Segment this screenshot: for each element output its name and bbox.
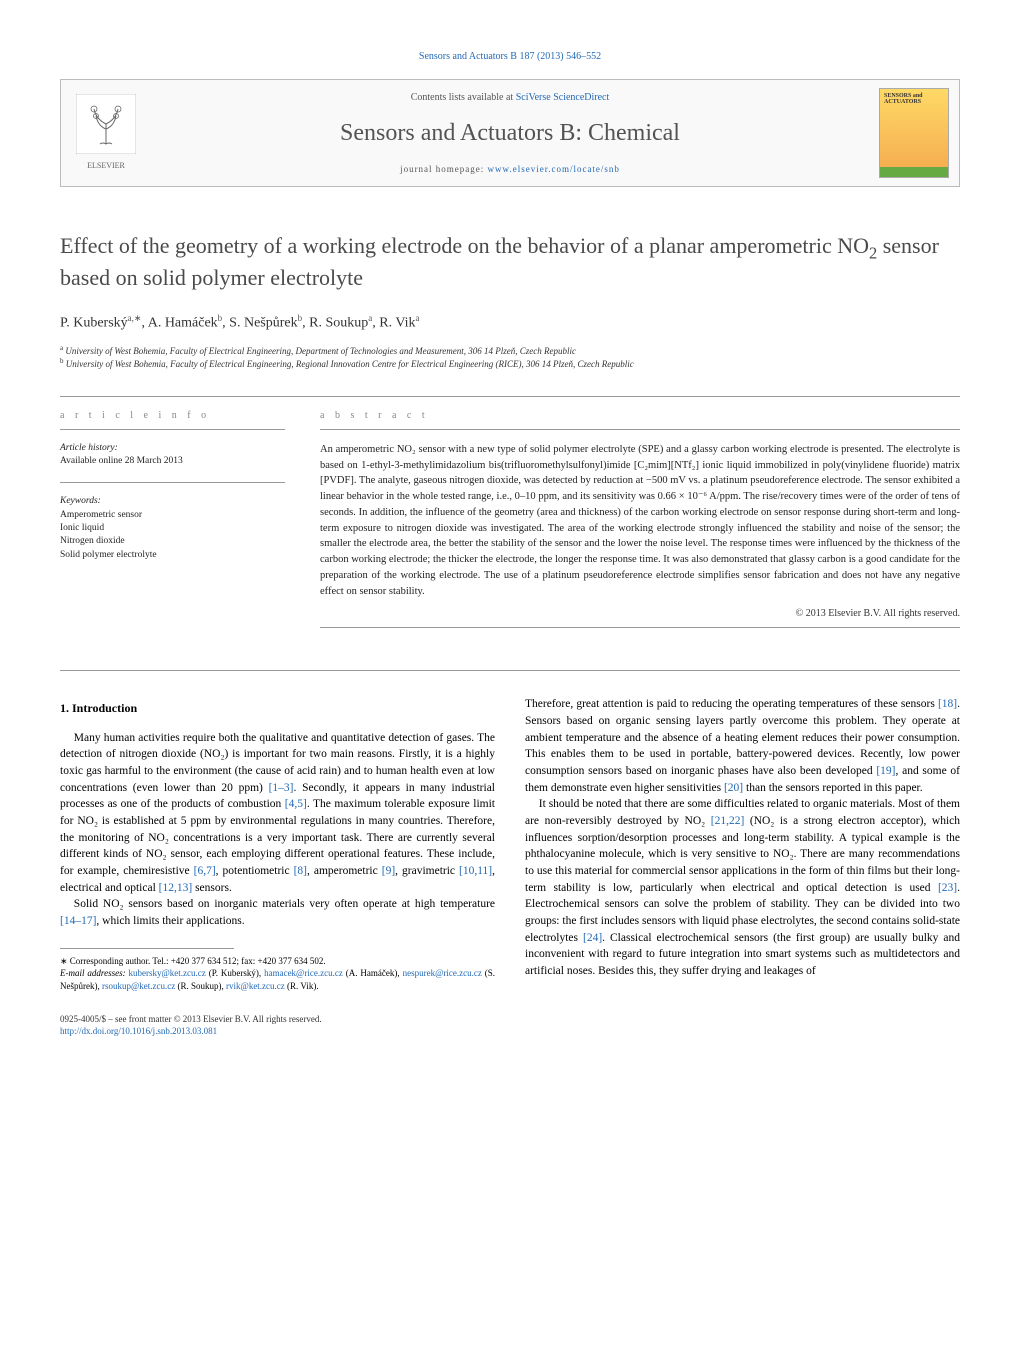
email-3[interactable]: rsoukup@ket.zcu.cz — [102, 981, 175, 991]
aff-mark-a: a — [60, 344, 63, 352]
author-3-aff: a — [368, 313, 372, 323]
abstract-column: a b s t r a c t An amperometric NO₂ sens… — [320, 409, 960, 641]
affiliation-list: a University of West Bohemia, Faculty of… — [60, 344, 960, 371]
email-label: E-mail addresses: — [60, 968, 129, 978]
citation-link[interactable]: [14–17] — [60, 915, 96, 927]
header-citation: Sensors and Actuators B 187 (2013) 546–5… — [60, 50, 960, 64]
keyword-3: Solid polymer electrolyte — [60, 549, 285, 562]
email-2[interactable]: nespurek@rice.zcu.cz — [403, 968, 482, 978]
divider-abs-2 — [320, 627, 960, 628]
body-p2: Solid NO₂ sensors based on inorganic mat… — [60, 896, 495, 929]
citation-link[interactable]: [12,13] — [159, 882, 193, 894]
author-list: P. Kuberskýa,∗, A. Hamáčekb, S. Nešpůrek… — [60, 312, 960, 333]
cover-label: SENSORS and ACTUATORS — [884, 93, 944, 105]
body-two-column: 1. Introduction Many human activities re… — [60, 696, 960, 1037]
contents-prefix: Contents lists available at — [411, 92, 516, 103]
email-4-who: (R. Vik). — [287, 981, 319, 991]
footnotes-block: ∗ Corresponding author. Tel.: +420 377 6… — [60, 955, 495, 993]
title-subscript: 2 — [869, 243, 877, 262]
author-0: P. Kuberský — [60, 316, 128, 331]
divider-info-2 — [60, 482, 285, 483]
citation-link[interactable]: [6,7] — [194, 865, 216, 877]
journal-homepage-line: journal homepage: www.elsevier.com/locat… — [400, 163, 620, 176]
publisher-name: ELSEVIER — [87, 160, 125, 171]
citation-link[interactable]: [8] — [294, 865, 307, 877]
author-3: R. Soukup — [309, 316, 368, 331]
author-0-corr: ∗ — [134, 313, 142, 323]
email-0-who: (P. Kuberský) — [209, 968, 259, 978]
email-1-who: (A. Hamáček) — [346, 968, 398, 978]
doi-link[interactable]: http://dx.doi.org/10.1016/j.snb.2013.03.… — [60, 1026, 217, 1036]
author-1-aff: b — [218, 313, 223, 323]
citation-link[interactable]: [9] — [382, 865, 395, 877]
title-pre: Effect of the geometry of a working elec… — [60, 233, 869, 258]
author-4-aff: a — [415, 313, 419, 323]
body-p4: It should be noted that there are some d… — [525, 796, 960, 979]
journal-homepage-link[interactable]: www.elsevier.com/locate/snb — [488, 164, 620, 174]
email-4[interactable]: rvik@ket.zcu.cz — [226, 981, 285, 991]
body-p1: Many human activities require both the q… — [60, 730, 495, 897]
contents-available-line: Contents lists available at SciVerse Sci… — [411, 91, 610, 105]
sciencedirect-link[interactable]: SciVerse ScienceDirect — [516, 92, 610, 103]
email-1[interactable]: hamacek@rice.zcu.cz — [264, 968, 343, 978]
author-1: A. Hamáček — [148, 316, 218, 331]
divider-top — [60, 396, 960, 397]
body-p3: Therefore, great attention is paid to re… — [525, 696, 960, 796]
issn-copyright-line: 0925-4005/$ – see front matter © 2013 El… — [60, 1013, 495, 1026]
section-title: Introduction — [72, 701, 137, 715]
corresponding-author-line: ∗ Corresponding author. Tel.: +420 377 6… — [60, 955, 495, 968]
elsevier-tree-icon — [76, 94, 136, 154]
author-2: S. Nešpůrek — [229, 316, 297, 331]
citation-link[interactable]: [20] — [724, 782, 743, 794]
journal-name: Sensors and Actuators B: Chemical — [340, 117, 680, 151]
journal-masthead: ELSEVIER Contents lists available at Sci… — [60, 79, 960, 187]
history-text: Available online 28 March 2013 — [60, 455, 285, 468]
keyword-1: Ionic liquid — [60, 522, 285, 535]
divider-body-top — [60, 670, 960, 671]
author-2-aff: b — [298, 313, 303, 323]
cover-thumbnail-block: SENSORS and ACTUATORS — [869, 80, 959, 186]
citation-link[interactable]: [10,11] — [459, 865, 492, 877]
citation-link[interactable]: [21,22] — [711, 815, 745, 827]
author-4: R. Vik — [379, 316, 415, 331]
keywords-block: Keywords: Amperometric sensor Ionic liqu… — [60, 495, 285, 561]
email-3-who: (R. Soukup) — [178, 981, 222, 991]
article-history-block: Article history: Available online 28 Mar… — [60, 442, 285, 469]
keywords-label: Keywords: — [60, 495, 285, 508]
aff-mark-b: b — [60, 357, 64, 365]
citation-link[interactable]: [19] — [876, 765, 895, 777]
masthead-center: Contents lists available at SciVerse Sci… — [151, 80, 869, 186]
section-number: 1. — [60, 701, 69, 715]
footnote-separator — [60, 948, 234, 949]
body-left-column: 1. Introduction Many human activities re… — [60, 696, 495, 1037]
article-title: Effect of the geometry of a working elec… — [60, 232, 960, 292]
section-1-heading: 1. Introduction — [60, 700, 495, 717]
keyword-2: Nitrogen dioxide — [60, 535, 285, 548]
article-info-column: a r t i c l e i n f o Article history: A… — [60, 409, 285, 641]
citation-link[interactable]: [23] — [938, 882, 957, 894]
journal-cover-icon: SENSORS and ACTUATORS — [879, 88, 949, 178]
affiliation-b: b University of West Bohemia, Faculty of… — [60, 357, 960, 371]
bottom-meta: 0925-4005/$ – see front matter © 2013 El… — [60, 1013, 495, 1038]
article-info-heading: a r t i c l e i n f o — [60, 409, 285, 423]
publisher-logo-block: ELSEVIER — [61, 80, 151, 186]
body-right-column: Therefore, great attention is paid to re… — [525, 696, 960, 1037]
affiliation-a: a University of West Bohemia, Faculty of… — [60, 344, 960, 358]
citation-link[interactable]: [18] — [938, 698, 957, 710]
abstract-copyright: © 2013 Elsevier B.V. All rights reserved… — [320, 607, 960, 621]
history-label: Article history: — [60, 442, 285, 455]
aff-text-a: University of West Bohemia, Faculty of E… — [65, 346, 576, 356]
citation-link[interactable]: [1–3] — [269, 782, 294, 794]
keyword-0: Amperometric sensor — [60, 509, 285, 522]
divider-info-1 — [60, 429, 285, 430]
email-0[interactable]: kubersky@ket.zcu.cz — [129, 968, 206, 978]
homepage-label: journal homepage: — [400, 164, 487, 174]
citation-link[interactable]: [24] — [583, 932, 602, 944]
divider-abs-1 — [320, 429, 960, 430]
email-addresses-line: E-mail addresses: kubersky@ket.zcu.cz (P… — [60, 967, 495, 992]
citation-link[interactable]: [4,5] — [285, 798, 307, 810]
abstract-text: An amperometric NO₂ sensor with a new ty… — [320, 442, 960, 600]
aff-text-b: University of West Bohemia, Faculty of E… — [66, 359, 634, 369]
abstract-heading: a b s t r a c t — [320, 409, 960, 423]
